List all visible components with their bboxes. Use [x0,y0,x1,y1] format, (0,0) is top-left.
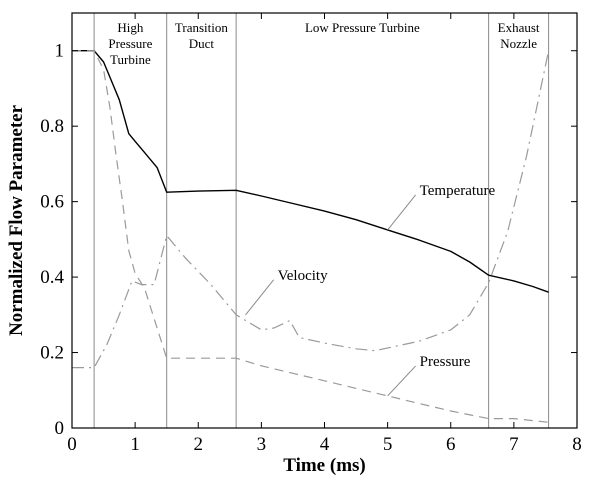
x-tick-label: 8 [572,434,582,455]
annotation-leader [387,194,417,231]
x-tick-label: 4 [320,434,330,455]
region-label: Nozzle [500,36,537,51]
plot-frame [71,12,578,429]
axis-ticks: 0 1 2 3 4 5 6 7 8 0 0.2 0.4 0.6 0.8 1 [40,13,582,455]
x-tick-label: 6 [446,434,456,455]
annotation-pressure: Pressure [420,354,471,370]
annotations: Temperature Velocity Pressure [245,183,496,397]
annotation-temperature: Temperature [420,183,496,199]
annotation-leader [245,279,274,316]
x-tick-label: 7 [509,434,519,455]
x-tick-label: 2 [194,434,204,455]
series-temperature-line [72,50,549,293]
region-label: Exhaust [498,20,540,35]
y-tick-label: 0.2 [40,343,64,364]
y-tick-label: 0.6 [40,192,64,213]
y-tick-label: 1 [55,41,65,62]
y-tick-label: 0.4 [40,267,64,288]
region-label: High [117,20,144,35]
x-tick-label: 3 [257,434,267,455]
y-tick-label: 0.8 [40,116,64,137]
region-label: Pressure [108,36,152,51]
region-label: Duct [189,36,215,51]
series-lines [72,50,550,423]
series-velocity-line [72,50,550,369]
x-tick-label: 0 [67,434,77,455]
region-label: Low Pressure Turbine [305,20,420,35]
y-axis-title: Normalized Flow Parameter [6,104,27,336]
annotation-velocity: Velocity [278,268,328,284]
x-axis-title: Time (ms) [283,455,366,476]
region-label: Transition [175,20,228,35]
series-pressure-line [72,50,549,423]
region-label: Turbine [110,52,151,67]
annotation-leader [387,365,416,397]
y-tick-label: 0 [55,418,65,439]
x-tick-label: 5 [383,434,393,455]
x-tick-label: 1 [130,434,140,455]
